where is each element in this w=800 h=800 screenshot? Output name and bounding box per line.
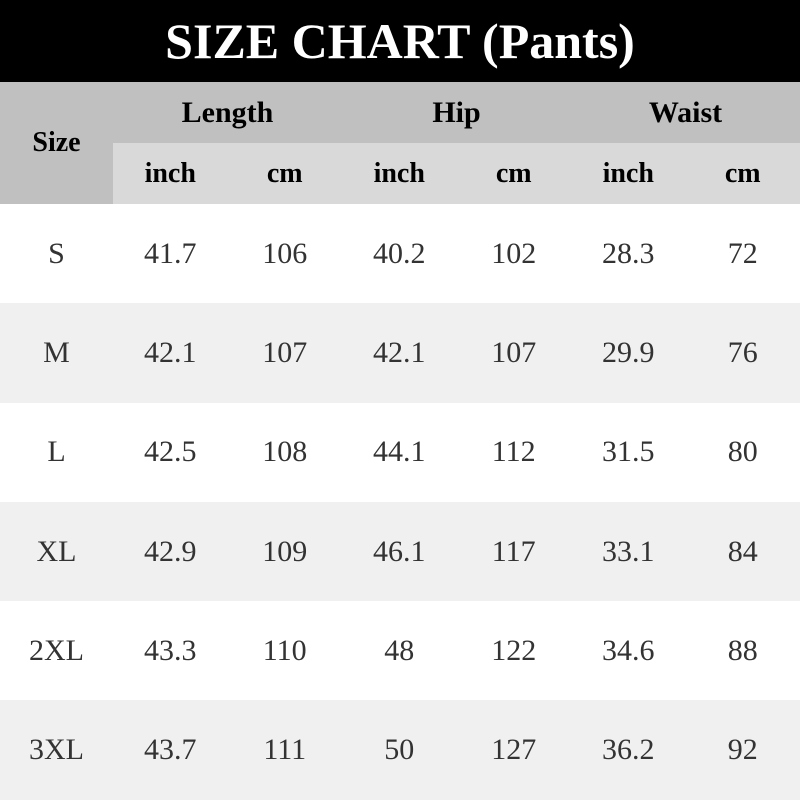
value-cell: 36.2 — [602, 733, 655, 767]
table-row: L 42.5 108 44.1 112 31.5 80 — [0, 403, 800, 502]
size-cell: 2XL — [29, 633, 84, 667]
value-cell: 111 — [263, 733, 307, 767]
unit-header: inch — [373, 157, 425, 189]
value-cell: 31.5 — [602, 435, 655, 469]
value-cell: 127 — [491, 733, 537, 767]
value-cell: 84 — [727, 534, 758, 568]
value-cell: 80 — [727, 435, 758, 469]
value-cell: 40.2 — [373, 236, 426, 270]
table-body: S 41.7 106 40.2 102 28.3 72 M 42.1 107 42.1 107 29.9… — [0, 204, 800, 800]
value-cell: 42.9 — [144, 534, 197, 568]
table-header: Size Length Hip Waist inch cm inch cm in… — [0, 82, 800, 204]
value-cell: 110 — [262, 633, 307, 667]
size-cell: XL — [36, 534, 77, 568]
table-row: 3XL 43.7 111 50 127 36.2 92 — [0, 700, 800, 800]
value-cell: 117 — [491, 534, 536, 568]
unit-header: cm — [495, 157, 532, 189]
unit-header: cm — [724, 157, 761, 189]
unit-header: inch — [144, 157, 196, 189]
value-cell: 42.1 — [144, 335, 197, 369]
header-length: Length — [181, 95, 274, 129]
value-cell: 109 — [262, 534, 308, 568]
size-cell: M — [43, 335, 70, 369]
unit-header: cm — [266, 157, 303, 189]
value-cell: 42.5 — [144, 435, 197, 469]
size-cell: 3XL — [29, 733, 84, 767]
table-row: S 41.7 106 40.2 102 28.3 72 — [0, 204, 800, 303]
table-row: 2XL 43.3 110 48 122 34.6 88 — [0, 601, 800, 700]
value-cell: 43.3 — [144, 633, 197, 667]
value-cell: 106 — [262, 236, 308, 270]
size-cell: L — [47, 435, 66, 469]
header-size: Size — [32, 127, 81, 158]
value-cell: 44.1 — [373, 435, 426, 469]
value-cell: 92 — [727, 733, 758, 767]
value-cell: 107 — [491, 335, 537, 369]
page-title: SIZE CHART (Pants) — [0, 0, 800, 82]
value-cell: 34.6 — [602, 633, 655, 667]
value-cell: 29.9 — [602, 335, 655, 369]
unit-header-row: inch cm inch cm inch cm — [113, 143, 800, 204]
value-cell: 50 — [384, 733, 415, 767]
value-cell: 108 — [262, 435, 308, 469]
unit-header: inch — [602, 157, 654, 189]
value-cell: 42.1 — [373, 335, 426, 369]
header-waist: Waist — [648, 95, 723, 129]
value-cell: 112 — [491, 435, 536, 469]
value-cell: 43.7 — [144, 733, 197, 767]
size-cell: S — [48, 236, 65, 270]
value-cell: 48 — [384, 633, 415, 667]
value-cell: 41.7 — [144, 236, 197, 270]
table-row: XL 42.9 109 46.1 117 33.1 84 — [0, 501, 800, 602]
value-cell: 28.3 — [602, 236, 655, 270]
value-cell: 102 — [491, 236, 537, 270]
value-cell: 107 — [262, 335, 308, 369]
value-cell: 122 — [491, 633, 537, 667]
value-cell: 72 — [727, 236, 758, 270]
value-cell: 46.1 — [373, 534, 426, 568]
value-cell: 88 — [727, 633, 758, 667]
table-row: M 42.1 107 42.1 107 29.9 76 — [0, 303, 800, 403]
header-hip: Hip — [432, 95, 481, 129]
value-cell: 33.1 — [602, 534, 655, 568]
value-cell: 76 — [727, 335, 758, 369]
